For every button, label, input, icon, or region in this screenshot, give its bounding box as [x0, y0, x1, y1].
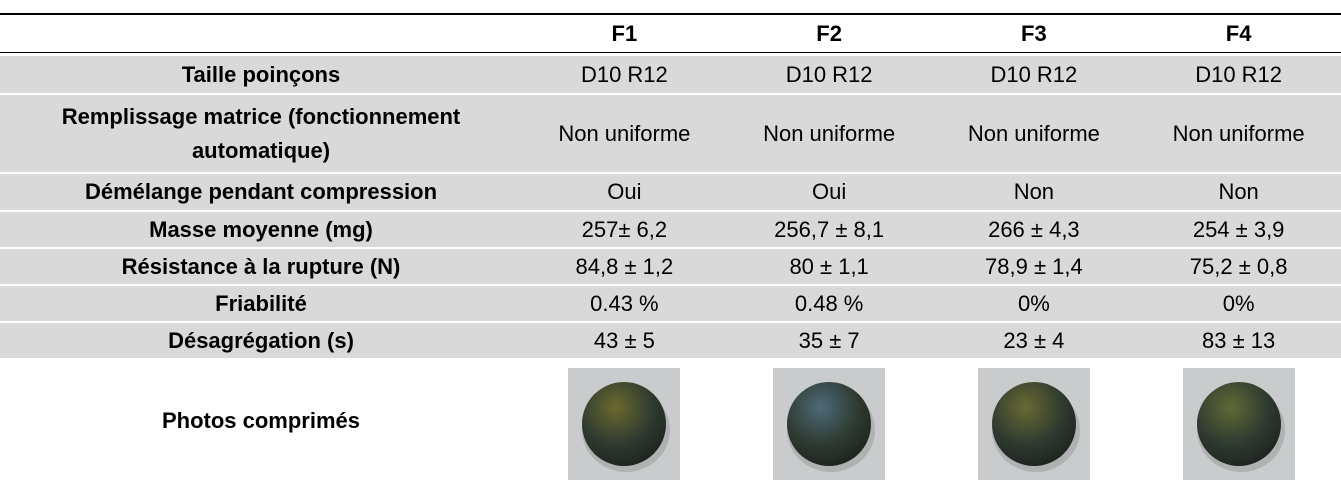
table-cell: 254 ± 3,9	[1192, 216, 1285, 242]
table-cell: D10 R12	[990, 61, 1078, 87]
row-label: Friabilité	[215, 290, 307, 316]
header-rule	[0, 52, 1341, 53]
table-cell: 80 ± 1,1	[789, 253, 869, 279]
table-row: Friabilité 0.43 % 0.48 % 0% 0%	[0, 286, 1341, 321]
table-cell: 35 ± 7	[798, 327, 860, 353]
column-header: F2	[816, 20, 842, 46]
table-row: Désagrégation (s) 43 ± 5 35 ± 7 23 ± 4 83 ± …	[0, 323, 1341, 358]
table-cell: 23 ± 4	[1003, 327, 1065, 353]
table-cell: 75,2 ± 0,8	[1189, 253, 1288, 279]
tablet-photo	[1182, 368, 1295, 480]
row-label: Désagrégation (s)	[168, 327, 354, 353]
tablet-photo	[977, 368, 1090, 480]
photo-row: Photos comprimés	[0, 362, 1341, 480]
row-label: Démélange pendant compression	[84, 179, 438, 204]
table-cell: Non	[1013, 179, 1055, 204]
table-row: Démélange pendant compression Oui Oui Non No…	[0, 174, 1341, 210]
table-cell: 257± 6,2	[581, 216, 668, 242]
table-row: Taille poinçons D10 R12 D10 R12 D10 R12 D10 …	[0, 56, 1341, 93]
table-cell: 83 ± 13	[1202, 327, 1276, 353]
table-cell: Oui	[812, 179, 847, 204]
table-cell: 43 ± 5	[593, 327, 655, 353]
table-cell: 266 ± 4,3	[988, 216, 1080, 242]
table-cell: 0.48 %	[794, 290, 864, 316]
row-label: Photos comprimés	[161, 408, 361, 433]
table-cell: Non uniforme	[763, 120, 896, 146]
table-cell: 0%	[1222, 290, 1255, 316]
table-cell: Non uniforme	[967, 120, 1100, 146]
table-cell: 78,9 ± 1,4	[985, 253, 1083, 279]
table-cell: 84,8 ± 1,2	[575, 253, 674, 279]
tablet-photo	[773, 368, 886, 480]
row-label: Remplissage matrice (fonctionnement auto…	[61, 103, 461, 163]
table-cell: 0%	[1017, 290, 1050, 316]
top-rule	[0, 13, 1341, 15]
table-cell: 256,7 ± 8,1	[774, 216, 885, 242]
header-row: F1 F2 F3 F4	[0, 15, 1341, 52]
table-cell: Oui	[607, 179, 642, 204]
table-cell: D10 R12	[580, 61, 668, 87]
table-cell: Non	[1218, 179, 1259, 204]
tablet-photo	[568, 368, 681, 480]
row-label: Masse moyenne (mg)	[149, 216, 373, 242]
row-label: Taille poinçons	[181, 61, 341, 87]
table-cell: Non uniforme	[558, 120, 691, 146]
table-cell: 0.43 %	[590, 290, 659, 316]
table-cell: D10 R12	[1195, 61, 1283, 87]
column-header: F4	[1225, 20, 1252, 46]
column-header: F1	[611, 20, 638, 46]
table-cell: Non uniforme	[1172, 120, 1305, 146]
table-cell: D10 R12	[785, 61, 873, 87]
table-row: Remplissage matrice (fonctionnement auto…	[0, 95, 1341, 172]
row-label: Résistance à la rupture (N)	[121, 253, 401, 279]
table-row: Résistance à la rupture (N) 84,8 ± 1,2 80 …	[0, 249, 1341, 284]
table-row: Masse moyenne (mg) 257± 6,2 256,7 ± 8,1 266…	[0, 212, 1341, 247]
column-header: F3	[1021, 20, 1047, 46]
